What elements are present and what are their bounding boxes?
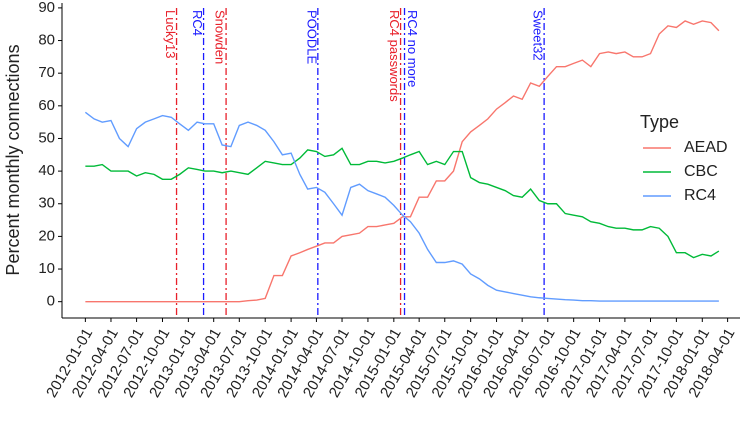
y-tick-label: 40 — [38, 162, 55, 179]
legend-title: Type — [640, 112, 679, 132]
y-tick-label: 70 — [38, 64, 55, 81]
series-line — [84, 111, 719, 302]
y-tick-label: 60 — [38, 97, 55, 114]
y-tick-label: 50 — [38, 129, 55, 146]
event-label: RC4 passwords — [387, 10, 402, 102]
y-tick-label: 90 — [38, 0, 55, 16]
event-label: Snowden — [213, 10, 228, 64]
event-label: Sweet32 — [531, 10, 546, 61]
event-label: RC4 no more — [405, 10, 420, 87]
legend-label: AEAD — [684, 139, 728, 156]
event-label: Lucky13 — [163, 10, 178, 58]
y-tick-label: 0 — [47, 293, 55, 310]
legend-label: CBC — [684, 163, 718, 180]
y-axis-title: Percent monthly connections — [3, 44, 23, 275]
event-label: POODLE — [304, 10, 319, 65]
series-line — [85, 20, 720, 303]
legend-label: RC4 — [684, 187, 716, 204]
y-tick-label: 20 — [38, 227, 55, 244]
event-label: RC4 — [190, 10, 205, 36]
y-tick-label: 80 — [38, 32, 55, 49]
y-tick-label: 10 — [38, 260, 55, 277]
series-line — [85, 147, 720, 259]
y-tick-label: 30 — [38, 195, 55, 212]
